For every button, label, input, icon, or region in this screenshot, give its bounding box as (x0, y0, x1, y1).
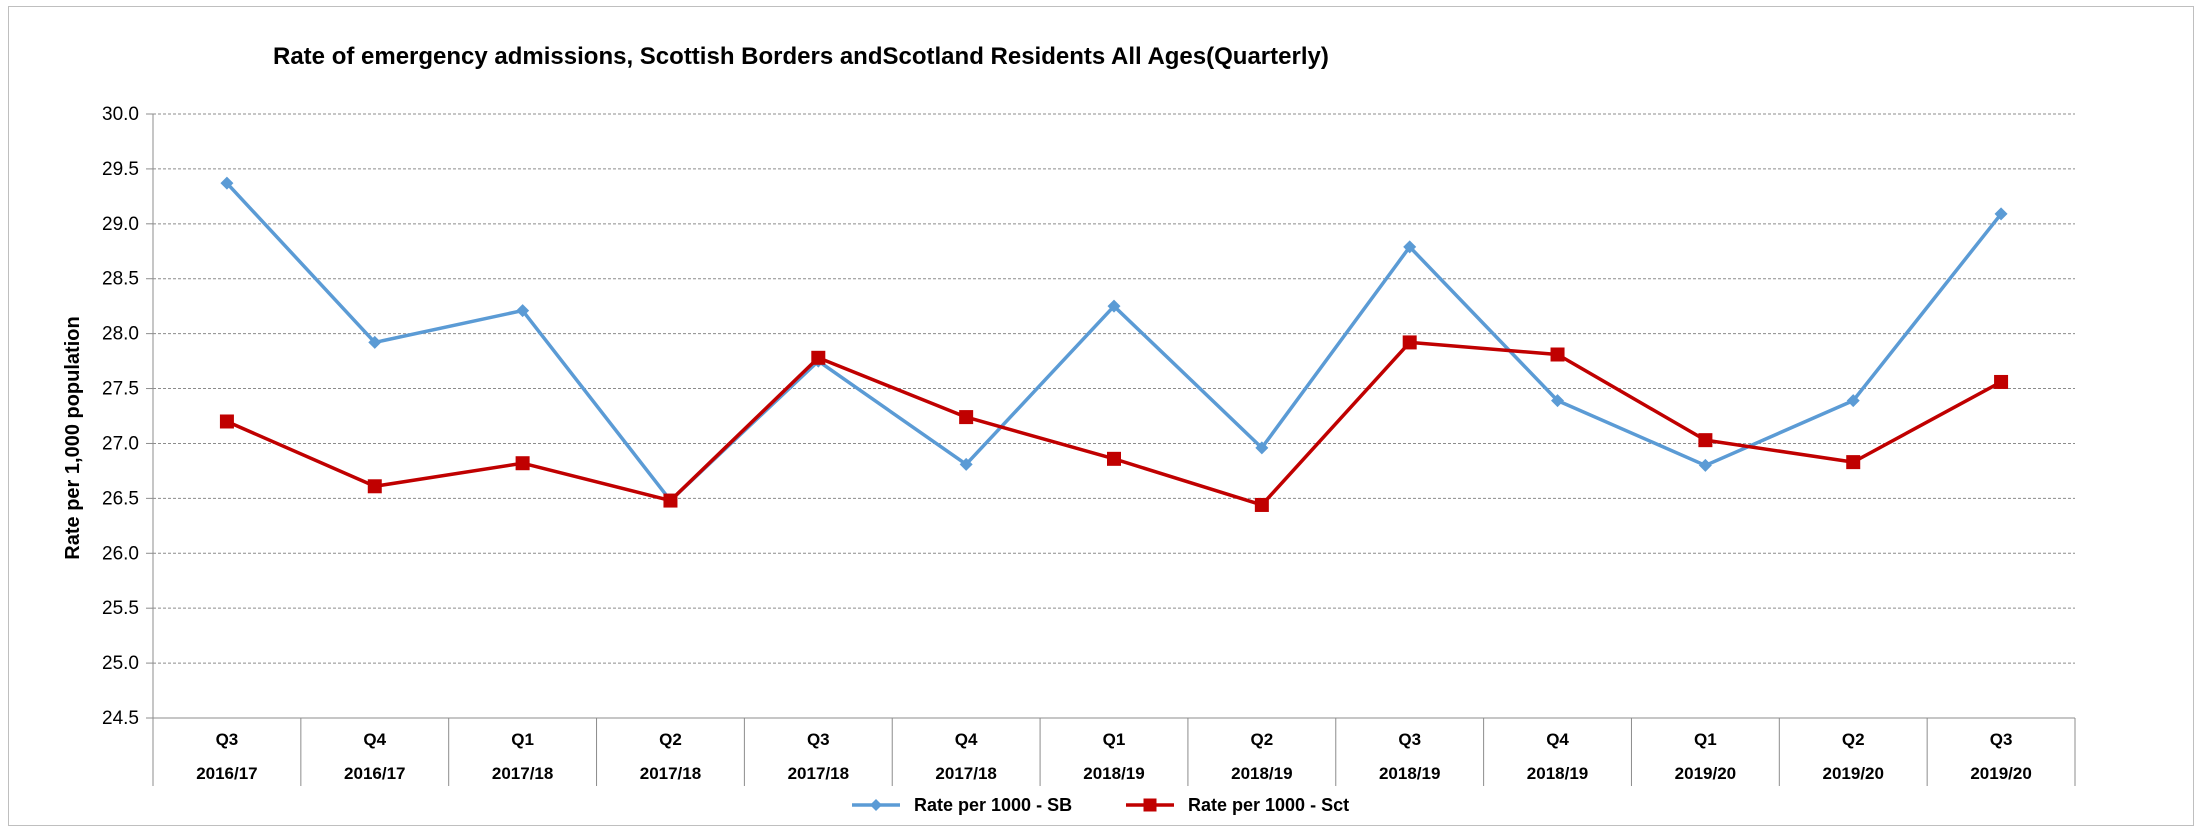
data-point (516, 304, 530, 318)
y-tick-label: 24.5 (102, 708, 139, 729)
legend-item: Rate per 1000 - Sct (1126, 795, 1349, 815)
data-point (367, 479, 382, 494)
data-point (1254, 497, 1269, 512)
data-point (219, 414, 234, 429)
data-point (220, 176, 234, 190)
legend-item: Rate per 1000 - SB (852, 795, 1072, 815)
x-tick-year: 2018/19 (1379, 764, 1440, 783)
series-sct (219, 335, 2009, 512)
y-tick-label: 28.0 (102, 324, 139, 345)
series-line (226, 340, 2002, 507)
x-tick-quarter: Q3 (807, 730, 830, 749)
data-point (1550, 347, 1565, 362)
y-tick-label: 28.5 (102, 269, 139, 290)
x-tick-quarter: Q2 (1251, 730, 1274, 749)
y-tick-label: 26.5 (102, 488, 139, 509)
x-tick-year: 2019/20 (1970, 764, 2031, 783)
legend-marker (1143, 798, 1157, 812)
x-tick-quarter: Q1 (1103, 730, 1126, 749)
data-point (1698, 433, 1713, 448)
data-point (1402, 335, 1417, 350)
y-tick-label: 27.0 (102, 433, 139, 454)
y-tick-label: 27.5 (102, 379, 139, 400)
x-tick-year: 2018/19 (1527, 764, 1588, 783)
x-tick-quarter: Q1 (1694, 730, 1717, 749)
data-point (1255, 441, 1269, 455)
gridlines (153, 113, 2075, 664)
data-point (1403, 240, 1417, 254)
x-tick-quarter: Q2 (659, 730, 682, 749)
x-tick-quarter: Q4 (363, 730, 386, 749)
x-tick-quarter: Q2 (1842, 730, 1865, 749)
x-axis: Q3 2016/17 Q4 2016/17 Q1 2017/18 Q2 2017/18 Q3 20… (152, 717, 2076, 786)
data-point (1698, 458, 1712, 472)
x-tick-year: 2019/20 (1823, 764, 1884, 783)
y-tick-label: 25.0 (102, 653, 139, 674)
x-tick-year: 2017/18 (788, 764, 849, 783)
x-tick-quarter: Q1 (511, 730, 534, 749)
y-tick-label: 26.0 (102, 543, 139, 564)
y-axis-label: Rate per 1,000 population (62, 316, 84, 559)
x-tick-year: 2017/18 (640, 764, 701, 783)
x-tick-year: 2019/20 (1675, 764, 1736, 783)
x-tick-year: 2017/18 (492, 764, 553, 783)
data-point (1994, 207, 2008, 221)
x-tick-quarter: Q3 (1990, 730, 2013, 749)
x-tick-quarter: Q4 (1546, 730, 1569, 749)
legend-label: Rate per 1000 - Sct (1188, 795, 1349, 815)
data-point (663, 493, 678, 508)
data-point (1107, 451, 1121, 466)
data-point (1846, 455, 1861, 470)
x-tick-year: 2017/18 (935, 764, 996, 783)
y-tick-label: 30.0 (102, 104, 139, 125)
y-tick-label: 29.0 (102, 214, 139, 235)
chart-title: Rate of emergency admissions, Scottish B… (273, 43, 1329, 70)
data-point (1107, 299, 1121, 313)
x-tick-year: 2016/17 (344, 764, 405, 783)
x-tick-year: 2018/19 (1083, 764, 1144, 783)
data-point (959, 410, 974, 425)
x-tick-quarter: Q4 (955, 730, 978, 749)
data-point (1551, 394, 1565, 408)
legend: Rate per 1000 - SB Rate per 1000 - Sct (852, 795, 1349, 815)
data-point (368, 335, 382, 349)
x-tick-year: 2018/19 (1231, 764, 1292, 783)
data-point (959, 457, 973, 471)
chart-frame (8, 6, 2194, 826)
data-point (1994, 374, 2009, 389)
x-tick-year: 2016/17 (196, 764, 257, 783)
y-tick-label: 29.5 (102, 159, 139, 180)
y-tick-label: 25.5 (102, 598, 139, 619)
data-point (515, 456, 530, 471)
legend-label: Rate per 1000 - SB (914, 795, 1072, 815)
y-axis-ticks: 30.0 29.5 29.0 28.5 28.0 27.5 27.0 26.5 26.0 25.5… (102, 104, 154, 729)
legend-marker (870, 799, 882, 811)
data-point (811, 350, 826, 365)
x-tick-quarter: Q3 (216, 730, 239, 749)
series-lines (219, 176, 2009, 512)
x-tick-quarter: Q3 (1398, 730, 1421, 749)
data-point (1846, 394, 1860, 408)
